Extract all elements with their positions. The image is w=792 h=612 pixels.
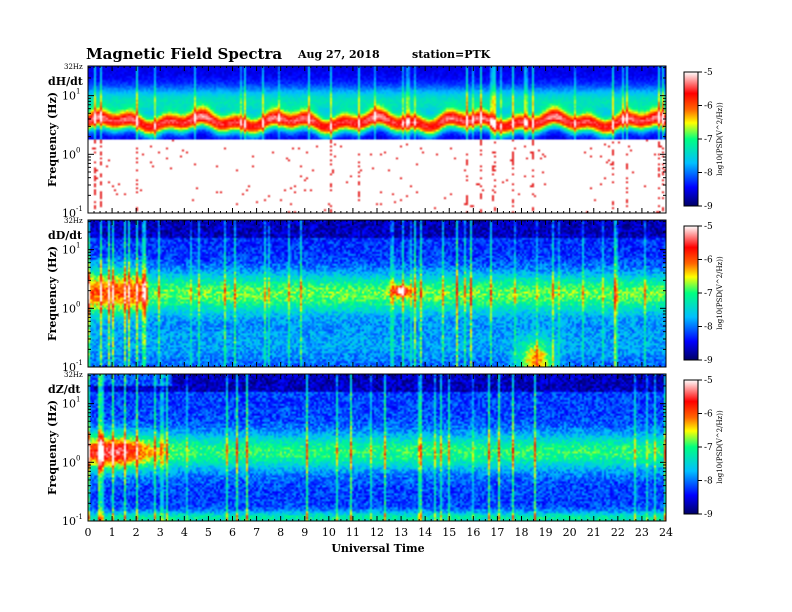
y-tick-exponent: 0 xyxy=(76,300,80,308)
y-tick-exponent: -1 xyxy=(76,205,83,213)
y-tick-label: 10 xyxy=(62,207,76,220)
panel-label: dD/dt xyxy=(48,229,83,242)
colorbar-label: log10(PSD(V^2/Hz)) xyxy=(716,256,724,330)
x-tick-label: 24 xyxy=(659,526,673,539)
spectrogram-2 xyxy=(88,374,666,521)
colorbar-tick-label: -5 xyxy=(704,376,713,386)
y-tick-exponent: 1 xyxy=(76,242,80,250)
colorbar-label: log10(PSD(V^2/Hz)) xyxy=(716,410,724,484)
colorbar-1 xyxy=(683,225,699,361)
x-tick-label: 10 xyxy=(322,526,336,539)
x-tick-label: 6 xyxy=(229,526,236,539)
colorbar-tick-label: -9 xyxy=(704,356,713,366)
x-tick-label: 8 xyxy=(277,526,284,539)
x-tick-label: 12 xyxy=(370,526,384,539)
y-axis-label: Frequency (Hz) xyxy=(46,400,59,495)
x-tick-label: 4 xyxy=(181,526,188,539)
y-tick-label: 10 xyxy=(62,148,76,161)
colorbar-2 xyxy=(683,379,699,515)
x-tick-label: 3 xyxy=(157,526,164,539)
top-frequency-label: 32Hz xyxy=(64,217,83,225)
colorbar-tick-label: -8 xyxy=(704,477,713,487)
top-frequency-label: 32Hz xyxy=(64,371,83,379)
y-tick-label: 10 xyxy=(62,302,76,315)
y-axis-label: Frequency (Hz) xyxy=(46,246,59,341)
colorbar-tick-label: -7 xyxy=(704,135,713,145)
colorbar-tick-label: -6 xyxy=(704,256,713,266)
x-axis-label: Universal Time xyxy=(331,542,424,555)
colorbar-tick-label: -6 xyxy=(704,410,713,420)
colorbar-tick-label: -9 xyxy=(704,202,713,212)
y-tick-label: 10 xyxy=(62,244,76,257)
panel-label: dZ/dt xyxy=(48,383,81,396)
y-tick-exponent: 1 xyxy=(76,88,80,96)
colorbar-tick-label: -6 xyxy=(704,102,713,112)
x-tick-label: 21 xyxy=(587,526,601,539)
x-tick-label: 18 xyxy=(515,526,529,539)
x-tick-label: 20 xyxy=(563,526,577,539)
colorbar-label: log10(PSD(V^2/Hz)) xyxy=(716,102,724,176)
x-tick-label: 15 xyxy=(442,526,456,539)
chart-title: Magnetic Field Spectra xyxy=(86,45,282,63)
chart-station: station=PTK xyxy=(412,48,491,61)
colorbar-tick-label: -8 xyxy=(704,169,713,179)
y-tick-exponent: -1 xyxy=(76,513,83,521)
y-tick-exponent: -1 xyxy=(76,359,83,367)
x-tick-label: 19 xyxy=(539,526,553,539)
x-tick-label: 11 xyxy=(346,526,360,539)
y-tick-label: 10 xyxy=(62,515,76,528)
y-tick-label: 10 xyxy=(62,398,76,411)
colorbar-tick-label: -9 xyxy=(704,510,713,520)
x-tick-label: 9 xyxy=(301,526,308,539)
spectrogram-0 xyxy=(88,66,666,213)
x-tick-label: 17 xyxy=(490,526,504,539)
y-tick-exponent: 0 xyxy=(76,146,80,154)
y-tick-label: 10 xyxy=(62,456,76,469)
y-axis-label: Frequency (Hz) xyxy=(46,92,59,187)
y-tick-exponent: 0 xyxy=(76,454,80,462)
y-tick-exponent: 1 xyxy=(76,396,80,404)
y-tick-label: 10 xyxy=(62,90,76,103)
colorbar-tick-label: -5 xyxy=(704,222,713,232)
x-tick-label: 7 xyxy=(253,526,260,539)
spectrogram-1 xyxy=(88,220,666,367)
x-tick-label: 13 xyxy=(394,526,408,539)
panel-label: dH/dt xyxy=(48,75,84,88)
x-tick-label: 2 xyxy=(133,526,140,539)
x-tick-label: 0 xyxy=(85,526,92,539)
x-tick-label: 1 xyxy=(109,526,116,539)
x-tick-label: 16 xyxy=(466,526,480,539)
colorbar-tick-label: -8 xyxy=(704,323,713,333)
x-tick-label: 14 xyxy=(418,526,432,539)
x-tick-label: 5 xyxy=(205,526,212,539)
top-frequency-label: 32Hz xyxy=(64,63,83,71)
x-tick-label: 23 xyxy=(635,526,649,539)
colorbar-tick-label: -5 xyxy=(704,68,713,78)
chart-date: Aug 27, 2018 xyxy=(297,48,380,61)
colorbar-tick-label: -7 xyxy=(704,443,713,453)
y-tick-label: 10 xyxy=(62,361,76,374)
x-tick-label: 22 xyxy=(611,526,625,539)
colorbar-tick-label: -7 xyxy=(704,289,713,299)
colorbar-0 xyxy=(683,71,699,207)
